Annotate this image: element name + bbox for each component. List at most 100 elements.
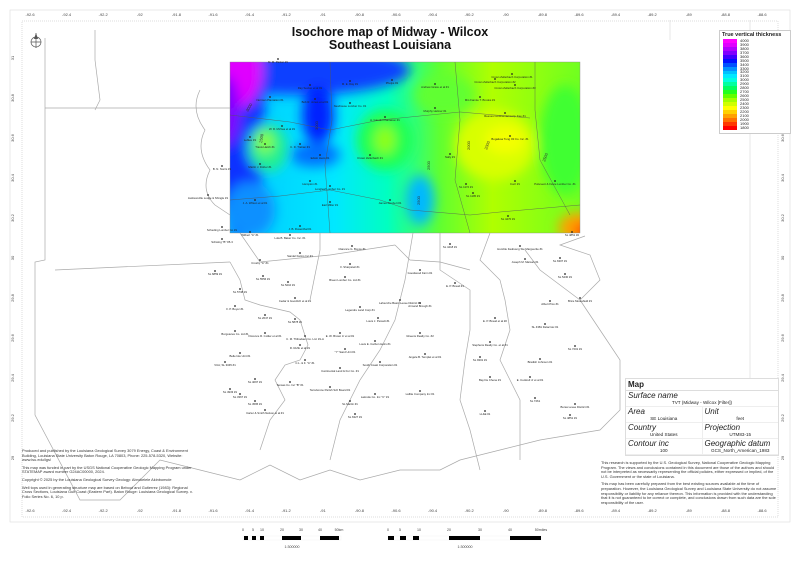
longitude-tick-label: -90.4 (428, 12, 438, 17)
well-dot-icon (354, 413, 356, 415)
well-label: Burguieres Co. Ltd #1 (221, 332, 249, 336)
legend-swatch (723, 94, 737, 99)
map-title: Isochore map of Midway - Wilcox Southeas… (280, 26, 500, 52)
legend-entry: 3800 (720, 46, 790, 51)
well-dot-icon (281, 125, 283, 127)
well-marker: Crown Zellerbach #1 (357, 154, 383, 160)
well-label: Belle Isle Unit #1 (230, 354, 251, 358)
well-label: Clarence G. Boyce #1 (338, 247, 366, 251)
well-label: Bob R. Jones et al #1 (302, 100, 329, 104)
well-label: Stephens Realty Co. et al #1 (472, 343, 508, 347)
well-label: Continental Land & Fur Co. #1 (321, 369, 359, 373)
legend-value: 3900 (740, 41, 749, 47)
legend-entry: 2800 (720, 85, 790, 91)
well-dot-icon (299, 143, 301, 145)
well-marker: Wilbert "A" #1 (241, 231, 259, 237)
well-marker: Corri #1 (510, 180, 520, 186)
well-marker: SL Martin #1 (342, 400, 358, 406)
well-label: SL 4851 #2 (565, 233, 580, 237)
outer-frame (9, 9, 791, 523)
legend-swatch (723, 70, 737, 75)
legend-swatch (723, 113, 737, 118)
well-marker: Newhouse Lumber Co. #1 (334, 102, 367, 108)
legend-entry: 2700 (720, 90, 790, 95)
well-label: Scheding Lumber Co #1 (207, 228, 238, 232)
longitude-tick-label: -89.8 (538, 508, 548, 513)
well-dot-icon (299, 252, 301, 254)
note-copyright: Copyright © 2025 by the Louisiana Geolog… (22, 476, 172, 482)
projection-value: UTM83-15 (729, 432, 752, 437)
well-marker: Crown Zellerbach Corporation #1 (491, 73, 533, 79)
well-label: F. Sharpsteil #1 (340, 265, 360, 269)
well-dot-icon (507, 215, 509, 217)
well-label: Norman Plantation #1 (256, 98, 283, 102)
latitude-tick-label: 29.6 (780, 333, 785, 342)
well-dot-icon (374, 393, 376, 395)
well-dot-icon (239, 288, 241, 290)
well-marker: Bay De Chene #1 (479, 376, 501, 382)
latitude-tick-label: 29.4 (10, 373, 15, 382)
legend-entry: 3400 (720, 62, 790, 67)
well-dot-icon (479, 96, 481, 98)
well-marker: SL 6307 #1 (553, 257, 568, 263)
well-marker: Crown Zellerbach Corporation #3 (494, 84, 536, 90)
well-label: A. Gaudet Plantation #1 (370, 118, 400, 122)
well-label: SL 6859 #1 (208, 272, 223, 276)
legend-entry: 2200 (720, 109, 790, 114)
latitude-tick-label: 30.4 (10, 173, 15, 182)
well-dot-icon (269, 96, 271, 98)
legend-swatch (723, 54, 737, 59)
well-marker: Lebleu #1 (244, 136, 257, 142)
well-label: South Coast Corporation #1 (363, 363, 398, 367)
legend-value: 4000 (740, 37, 749, 43)
well-label: SL 6327 #1 (348, 415, 363, 419)
longitude-labels-top: -92.6 -92.4 -92.2 -92 -91.8 -91.6 -91.4 -91.2 -9… (25, 12, 767, 17)
well-dot-icon (494, 317, 496, 319)
well-marker: Belle Isle Unit #1 (230, 352, 251, 358)
surface-name-label: Surface name (628, 391, 678, 400)
datum-value: GCS_North_American_1983 (711, 448, 770, 453)
well-dot-icon (221, 226, 223, 228)
latitude-tick-label: 29.2 (780, 413, 785, 422)
well-dot-icon (264, 332, 266, 334)
well-dot-icon (329, 185, 331, 187)
well-dot-icon (484, 410, 486, 412)
well-dot-icon (239, 352, 241, 354)
well-dot-icon (424, 353, 426, 355)
latitude-tick-label: 30.8 (10, 93, 15, 102)
well-dot-icon (544, 323, 546, 325)
well-dot-icon (434, 107, 436, 109)
well-marker: Hampton #1 (302, 180, 318, 186)
color-legend: True vertical thickness 4000 3900 3800 3700… (719, 30, 791, 134)
well-dot-icon (344, 276, 346, 278)
well-label: SL 4381 Delacroix #1 (532, 325, 559, 329)
well-dot-icon (529, 376, 531, 378)
well-label: Martin J. Fisher #1 (248, 165, 272, 169)
well-dot-icon (259, 259, 261, 261)
notes-right: This research is supported by the U.S. G… (601, 460, 779, 508)
well-label: SL 5556 #1 (256, 277, 271, 281)
well-marker: Continental Land & Fur Co. #1 (321, 367, 359, 373)
well-dot-icon (369, 154, 371, 156)
well-dot-icon (309, 84, 311, 86)
boundaries (34, 20, 761, 501)
well-dot-icon (472, 192, 474, 194)
well-marker: Terrebonne Parish Sch Board #1 (310, 386, 351, 392)
well-marker: "Y" Sand Unit #1 (335, 348, 356, 354)
well-marker: M. M. Parker #1 (268, 58, 288, 64)
well-marker: Andrew Grace et al #1 (421, 83, 449, 89)
title-line-1: Isochore map of Midway - Wilcox (291, 25, 489, 39)
longitude-tick-label: -90 (503, 12, 510, 17)
well-dot-icon (264, 143, 266, 145)
well-marker: Nally #1 (445, 153, 455, 159)
legend-swatch (723, 102, 737, 106)
well-marker: Jacksonville Lodge & Shingle #1 (188, 194, 229, 200)
surface-name-value: TVT (Midway - Wilcox [Filter]) (671, 400, 733, 405)
legend-value: 2800 (740, 85, 749, 91)
well-dot-icon (574, 345, 576, 347)
well-marker: SL 5556 #1 (256, 275, 271, 281)
scale-ratio: 1:300000 (458, 545, 473, 549)
well-marker: SL 4595 #1 (248, 400, 263, 406)
well-label: SL 1172 #1 (459, 185, 473, 189)
legend-value: 2300 (740, 104, 749, 110)
